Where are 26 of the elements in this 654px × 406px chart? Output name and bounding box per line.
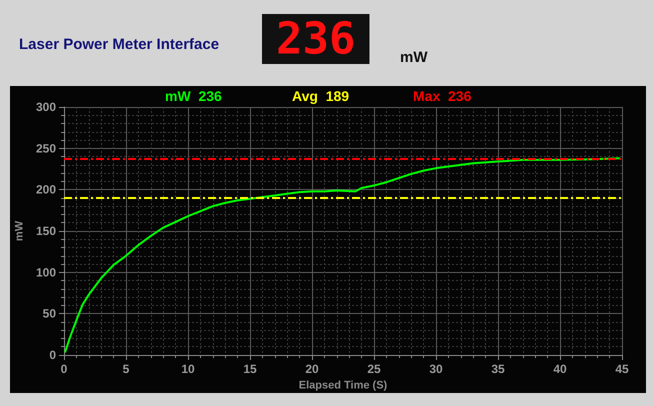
x-tick-label: 25 <box>367 362 381 376</box>
x-tick-label: 45 <box>615 362 629 376</box>
y-tick-label: 0 <box>49 348 56 362</box>
x-tick-label: 5 <box>122 362 130 376</box>
x-tick-label: 0 <box>60 362 68 376</box>
y-tick-label: 300 <box>36 100 56 114</box>
line-series <box>64 157 621 353</box>
x-tick-label: 30 <box>429 362 443 376</box>
text: mW 236 <box>165 88 222 104</box>
text: Avg 189 <box>292 88 350 104</box>
x-tick-label: 35 <box>491 362 505 376</box>
text: Max 236 <box>413 88 472 104</box>
y-axis-title: mW <box>14 220 26 242</box>
text: mW <box>400 49 428 66</box>
y-tick-label: 200 <box>36 182 56 197</box>
x-tick-label: 40 <box>553 362 567 376</box>
x-tick-label: 20 <box>305 362 319 376</box>
x-tick-label: 15 <box>243 362 257 376</box>
y-tick-label: 150 <box>36 224 56 238</box>
x-axis-title: Elapsed Time (S) <box>298 379 388 392</box>
y-tick-label: 100 <box>36 265 56 280</box>
y-tick-label: 50 <box>42 306 56 321</box>
x-tick-label: 10 <box>181 362 195 376</box>
text: 236 <box>276 14 356 64</box>
y-tick-label: 250 <box>36 141 56 156</box>
chart-title: Laser Power Meter Interface <box>19 36 220 53</box>
